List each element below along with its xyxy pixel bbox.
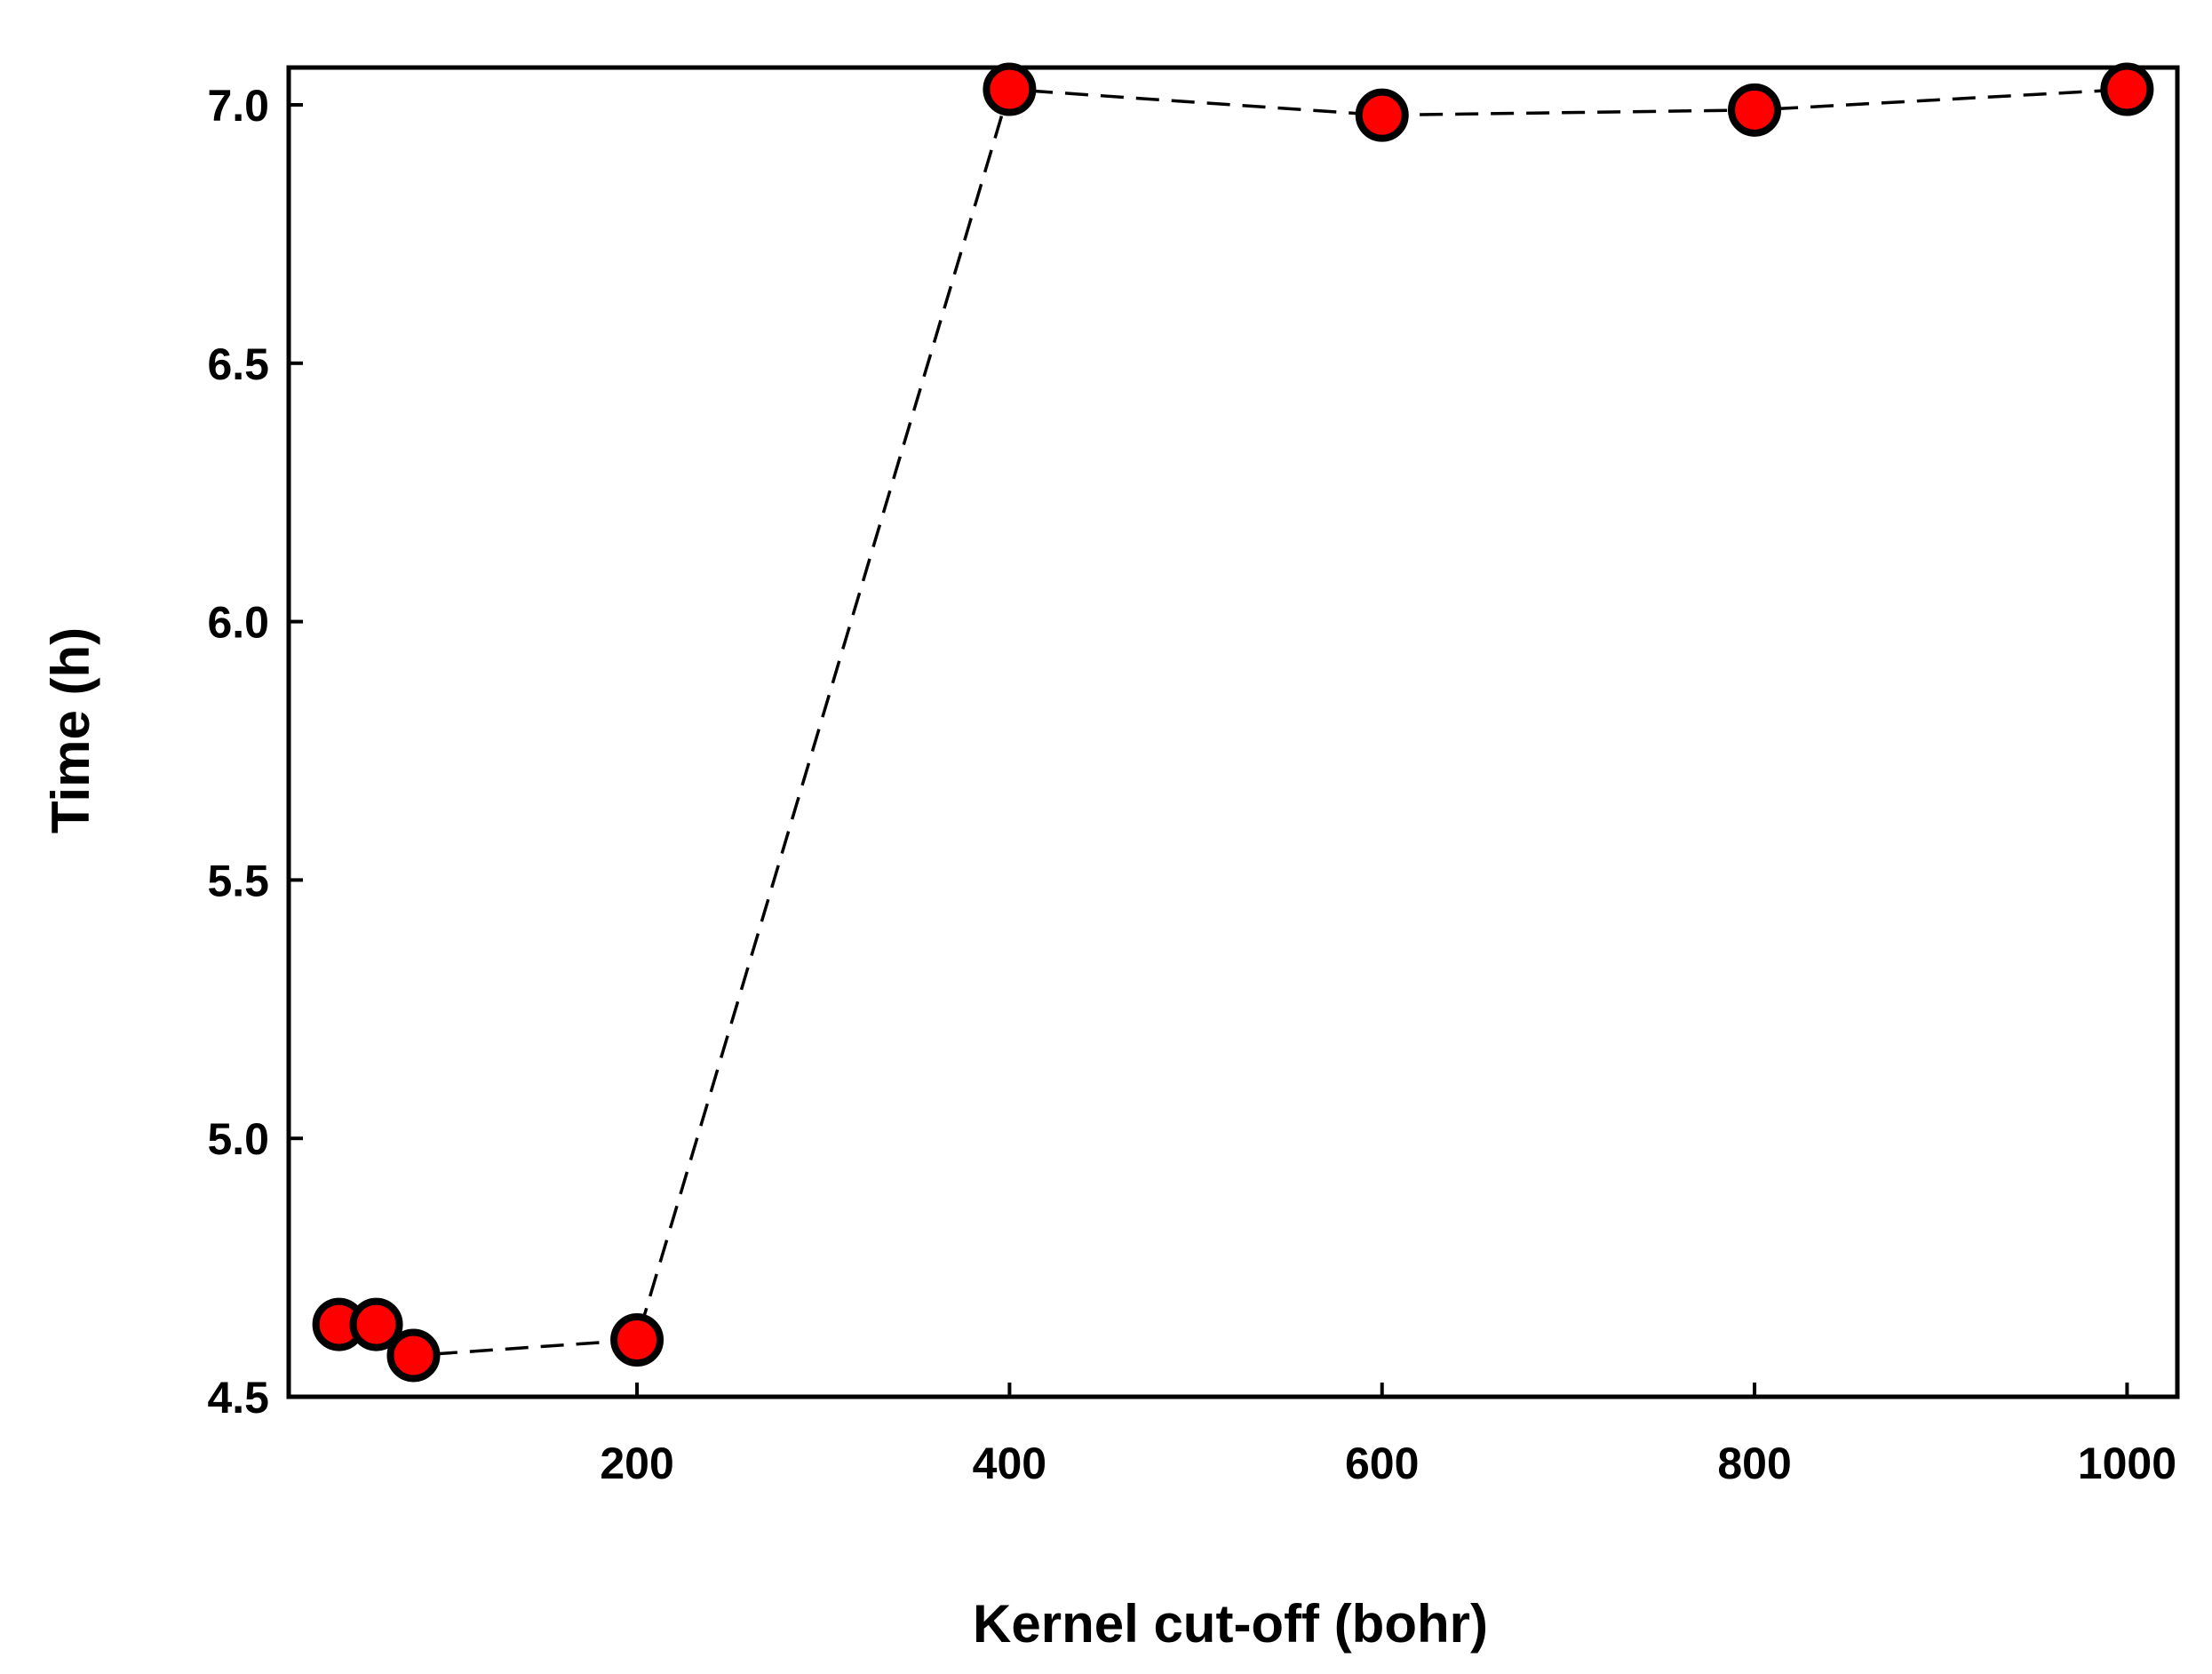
- x-tick-label: 1000: [2078, 1439, 2176, 1488]
- x-tick-label: 800: [1717, 1439, 1791, 1488]
- data-points: [312, 62, 2154, 1383]
- x-tick-label: 200: [600, 1439, 673, 1488]
- x-axis-ticks: 200 400 600 800 1000: [600, 1383, 2176, 1488]
- series-line: [338, 87, 2128, 1358]
- x-tick-label: 600: [1345, 1439, 1419, 1488]
- y-tick-label: 4.5: [207, 1373, 269, 1423]
- data-point: [2100, 62, 2154, 116]
- plot-frame: [286, 65, 2180, 1399]
- y-tick-label: 6.0: [207, 598, 269, 648]
- y-tick-label: 5.5: [207, 856, 269, 905]
- y-axis-title: Time (h): [41, 627, 100, 833]
- data-point: [386, 1328, 441, 1383]
- data-point: [1355, 88, 1409, 142]
- x-tick-label: 400: [973, 1439, 1046, 1488]
- y-axis-ticks: 4.5 5.0 5.5 6.0 6.5 7.0: [207, 81, 303, 1423]
- data-point: [1728, 83, 1782, 137]
- y-tick-label: 7.0: [207, 81, 269, 131]
- y-tick-label: 5.0: [207, 1114, 269, 1164]
- x-axis-title: Kernel cut-off (bohr): [973, 1594, 1488, 1654]
- y-tick-label: 6.5: [207, 339, 269, 389]
- data-point: [983, 62, 1037, 116]
- data-point: [349, 1297, 403, 1351]
- data-point: [610, 1313, 664, 1367]
